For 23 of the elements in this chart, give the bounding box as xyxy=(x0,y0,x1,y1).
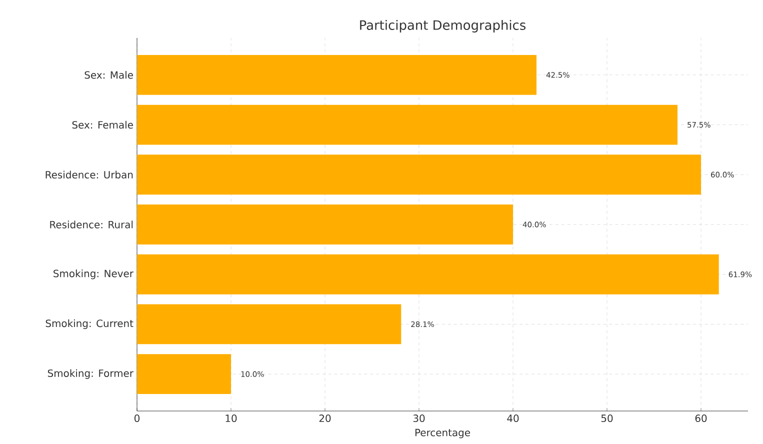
y-tick-label: Smoking: Current xyxy=(46,319,134,330)
chart-title: Participant Demographics xyxy=(360,20,526,32)
bar xyxy=(137,254,719,294)
y-tick-label: Smoking: Never xyxy=(54,270,134,280)
y-tick-label: Sex: Female xyxy=(72,120,133,129)
x-tick-label: 50 xyxy=(601,414,613,422)
bar xyxy=(137,204,513,244)
x-tick-label: 10 xyxy=(226,414,237,422)
x-tick-label: 30 xyxy=(413,414,425,422)
bar xyxy=(137,104,678,145)
y-tick-label: Residence: Urban xyxy=(46,170,133,178)
bar xyxy=(137,354,231,394)
x-tick-label: 20 xyxy=(319,414,331,422)
y-tick-label: Smoking: Former xyxy=(48,369,134,379)
x-tick-label: 40 xyxy=(507,414,519,422)
bar xyxy=(137,304,402,344)
bar xyxy=(137,154,701,195)
x-axis-title: Percentage xyxy=(415,428,470,438)
y-tick-label: Sex: Male xyxy=(84,71,133,79)
x-tick-label: 0 xyxy=(134,414,140,422)
x-tick-label: 60 xyxy=(695,414,707,422)
y-tick-label: Residence: Rural xyxy=(50,220,133,228)
bar xyxy=(137,54,536,95)
